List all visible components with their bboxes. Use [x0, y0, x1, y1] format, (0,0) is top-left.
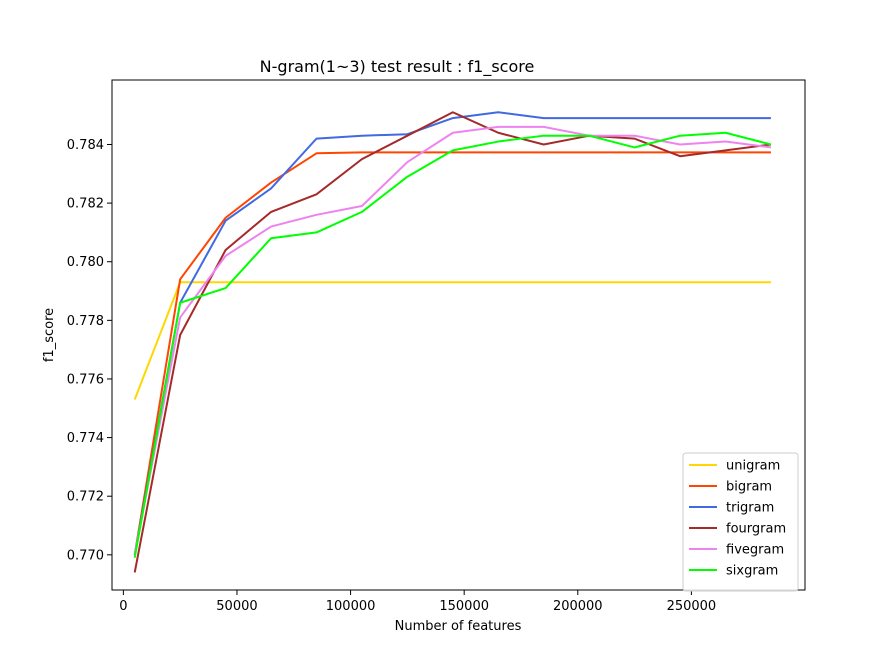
legend-label-bigram: bigram [726, 480, 772, 495]
legend-label-sixgram: sixgram [726, 564, 778, 579]
x-tick-label: 50000 [216, 599, 257, 614]
y-tick-label: 0.778 [67, 314, 104, 329]
x-axis-label: Number of features [395, 619, 522, 634]
plot-area [133, 111, 772, 573]
legend-label-fivegram: fivegram [726, 543, 784, 558]
x-tick-label: 200000 [553, 599, 603, 614]
y-tick-label: 0.780 [67, 255, 104, 270]
series-line-unigram [133, 281, 771, 400]
legend: unigram bigram trigram fourgram fivegram sixg… [682, 452, 799, 592]
series-line-fourgram [133, 111, 772, 573]
series-line-bigram [133, 151, 771, 555]
legend-label-trigram: trigram [726, 501, 774, 516]
y-axis-label: f1_score [42, 308, 57, 362]
axes: 0 50000 100000 150000 200000 250000 0.770 0.772… [67, 79, 806, 614]
plot-frame [111, 79, 806, 591]
y-tick-label: 0.772 [67, 490, 104, 505]
y-tick-label: 0.770 [67, 548, 104, 563]
legend-label-unigram: unigram [726, 459, 780, 474]
x-tick-label: 150000 [439, 599, 489, 614]
y-tick-label: 0.784 [67, 138, 104, 153]
series-line-trigram [133, 111, 771, 556]
x-tick-label: 250000 [667, 599, 717, 614]
series-line-sixgram [133, 131, 772, 558]
chart-title: N-gram(1~3) test result : f1_score [260, 57, 535, 77]
x-tick-label: 100000 [326, 599, 376, 614]
series-line-fivegram [133, 125, 772, 556]
y-tick-label: 0.776 [67, 372, 104, 387]
y-tick-label: 0.774 [67, 431, 104, 446]
x-tick-label: 0 [119, 599, 127, 614]
y-tick-label: 0.782 [67, 197, 104, 212]
legend-box [682, 452, 799, 592]
legend-label-fourgram: fourgram [726, 522, 786, 537]
